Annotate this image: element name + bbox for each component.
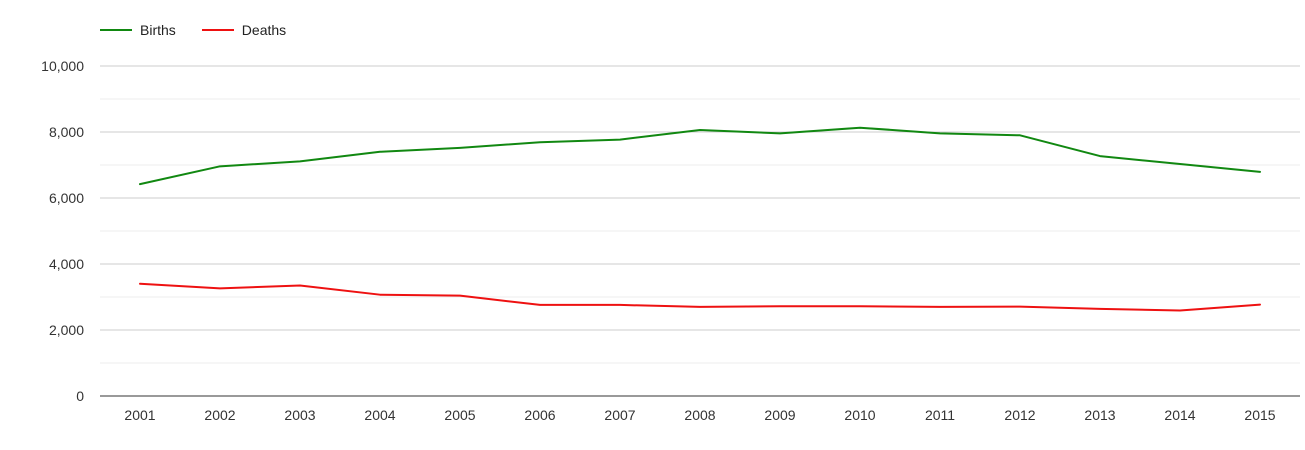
x-tick-label: 2001 xyxy=(124,407,155,423)
data-point-deaths[interactable] xyxy=(456,292,464,300)
data-point-births[interactable] xyxy=(136,180,144,188)
data-point-births[interactable] xyxy=(216,162,224,170)
data-point-deaths[interactable] xyxy=(616,301,624,309)
data-point-births[interactable] xyxy=(456,144,464,152)
x-tick-label: 2009 xyxy=(764,407,795,423)
x-tick-label: 2013 xyxy=(1084,407,1115,423)
data-point-births[interactable] xyxy=(1176,160,1184,168)
x-tick-label: 2002 xyxy=(204,407,235,423)
data-point-births[interactable] xyxy=(536,138,544,146)
data-point-births[interactable] xyxy=(776,129,784,137)
data-point-births[interactable] xyxy=(1096,152,1104,160)
chart-legend: Births Deaths xyxy=(100,22,286,38)
data-point-deaths[interactable] xyxy=(216,284,224,292)
y-tick-label: 2,000 xyxy=(49,322,84,338)
x-tick-label: 2004 xyxy=(364,407,395,423)
legend-swatch-births xyxy=(100,29,132,31)
legend-label-births: Births xyxy=(140,22,176,38)
y-axis: 0 2,000 4,000 6,000 8,000 10,000 xyxy=(41,58,84,404)
x-tick-label: 2008 xyxy=(684,407,715,423)
y-tick-label: 8,000 xyxy=(49,124,84,140)
x-tick-label: 2007 xyxy=(604,407,635,423)
x-tick-label: 2012 xyxy=(1004,407,1035,423)
y-tick-label: 10,000 xyxy=(41,58,84,74)
data-point-births[interactable] xyxy=(616,136,624,144)
data-point-births[interactable] xyxy=(936,129,944,137)
data-point-deaths[interactable] xyxy=(1096,305,1104,313)
legend-item-deaths[interactable]: Deaths xyxy=(201,22,287,38)
data-point-births[interactable] xyxy=(856,124,864,132)
x-tick-label: 2005 xyxy=(444,407,475,423)
y-tick-label: 6,000 xyxy=(49,190,84,206)
legend-item-births[interactable]: Births xyxy=(100,22,176,38)
legend-swatch-deaths xyxy=(201,29,234,31)
data-point-deaths[interactable] xyxy=(856,302,864,310)
data-point-deaths[interactable] xyxy=(136,280,144,288)
series-lines xyxy=(136,124,1264,315)
data-point-deaths[interactable] xyxy=(376,291,384,299)
grid-lines xyxy=(100,65,1300,397)
data-point-deaths[interactable] xyxy=(1016,303,1024,311)
y-tick-label: 4,000 xyxy=(49,256,84,272)
series-line-deaths[interactable] xyxy=(139,282,1261,312)
data-point-births[interactable] xyxy=(696,126,704,134)
x-tick-label: 2015 xyxy=(1244,407,1275,423)
x-tick-label: 2010 xyxy=(844,407,875,423)
x-axis: 2001 2002 2003 2004 2005 2006 2007 2008 2009 2010… xyxy=(124,407,1275,423)
data-point-births[interactable] xyxy=(376,148,384,156)
y-tick-label: 0 xyxy=(76,388,84,404)
data-point-deaths[interactable] xyxy=(936,303,944,311)
data-point-deaths[interactable] xyxy=(776,302,784,310)
x-tick-label: 2011 xyxy=(925,407,955,423)
data-point-deaths[interactable] xyxy=(536,301,544,309)
data-point-births[interactable] xyxy=(296,157,304,165)
data-point-deaths[interactable] xyxy=(1256,301,1264,309)
data-point-deaths[interactable] xyxy=(296,281,304,289)
data-point-deaths[interactable] xyxy=(1176,307,1184,315)
data-point-births[interactable] xyxy=(1016,131,1024,139)
series-line-births[interactable] xyxy=(139,126,1261,186)
data-point-births[interactable] xyxy=(1256,168,1264,176)
x-tick-label: 2006 xyxy=(524,407,555,423)
data-point-deaths[interactable] xyxy=(696,303,704,311)
x-tick-label: 2003 xyxy=(284,407,315,423)
legend-label-deaths: Deaths xyxy=(241,22,287,38)
x-tick-label: 2014 xyxy=(1164,407,1195,423)
